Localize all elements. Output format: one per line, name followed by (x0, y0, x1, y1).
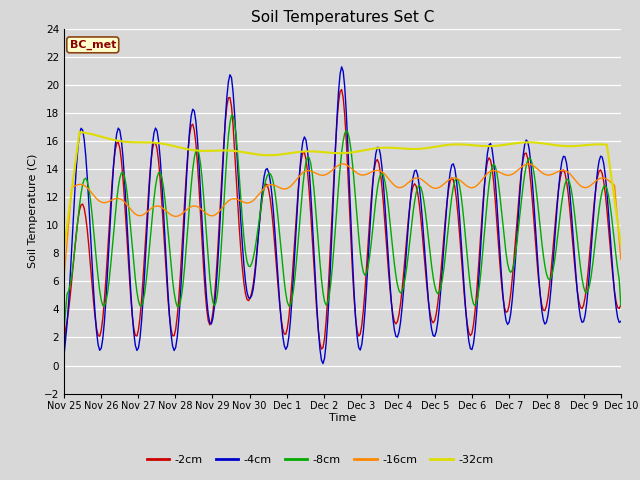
-8cm (226, 120, 234, 126)
X-axis label: Time: Time (329, 413, 356, 423)
-8cm (255, 215, 263, 221)
-16cm (617, 256, 625, 262)
Line: -8cm: -8cm (64, 116, 621, 330)
-8cm (246, 264, 254, 269)
-4cm (303, 148, 311, 154)
Title: Soil Temperatures Set C: Soil Temperatures Set C (251, 10, 434, 25)
-8cm (60, 327, 68, 333)
-32cm (255, 152, 263, 157)
Line: -16cm: -16cm (64, 164, 621, 277)
-16cm (244, 200, 252, 206)
-4cm (617, 318, 625, 324)
-16cm (129, 208, 136, 214)
-8cm (129, 244, 136, 250)
-16cm (254, 192, 262, 198)
-2cm (338, 87, 346, 93)
-8cm (228, 113, 236, 119)
-4cm (589, 222, 596, 228)
Line: -32cm: -32cm (64, 132, 621, 248)
-2cm (588, 232, 595, 238)
-32cm (228, 148, 236, 154)
-32cm (76, 129, 83, 135)
-2cm (244, 298, 252, 303)
Line: -4cm: -4cm (64, 67, 621, 363)
-2cm (303, 168, 311, 174)
-4cm (129, 312, 136, 317)
-8cm (588, 272, 595, 277)
-4cm (244, 295, 252, 300)
-16cm (303, 168, 311, 174)
Y-axis label: Soil Temperature (C): Soil Temperature (C) (28, 154, 38, 268)
-16cm (339, 161, 347, 167)
-32cm (130, 139, 138, 145)
-16cm (226, 197, 234, 203)
Legend: -2cm, -4cm, -8cm, -16cm, -32cm: -2cm, -4cm, -8cm, -16cm, -32cm (142, 451, 498, 469)
-2cm (254, 237, 262, 243)
-32cm (617, 241, 625, 247)
-32cm (588, 142, 595, 147)
-4cm (254, 239, 262, 245)
-4cm (319, 360, 327, 366)
-8cm (305, 155, 313, 160)
-4cm (338, 64, 346, 70)
-16cm (60, 275, 68, 280)
-16cm (588, 182, 595, 188)
-32cm (305, 148, 313, 154)
-8cm (617, 302, 625, 308)
-4cm (60, 353, 68, 359)
-2cm (60, 347, 68, 352)
-32cm (246, 150, 254, 156)
-2cm (226, 95, 234, 100)
-2cm (617, 302, 625, 308)
-32cm (60, 245, 68, 251)
-4cm (226, 72, 234, 78)
-2cm (129, 312, 136, 318)
Line: -2cm: -2cm (64, 90, 621, 349)
Text: BC_met: BC_met (70, 40, 116, 50)
